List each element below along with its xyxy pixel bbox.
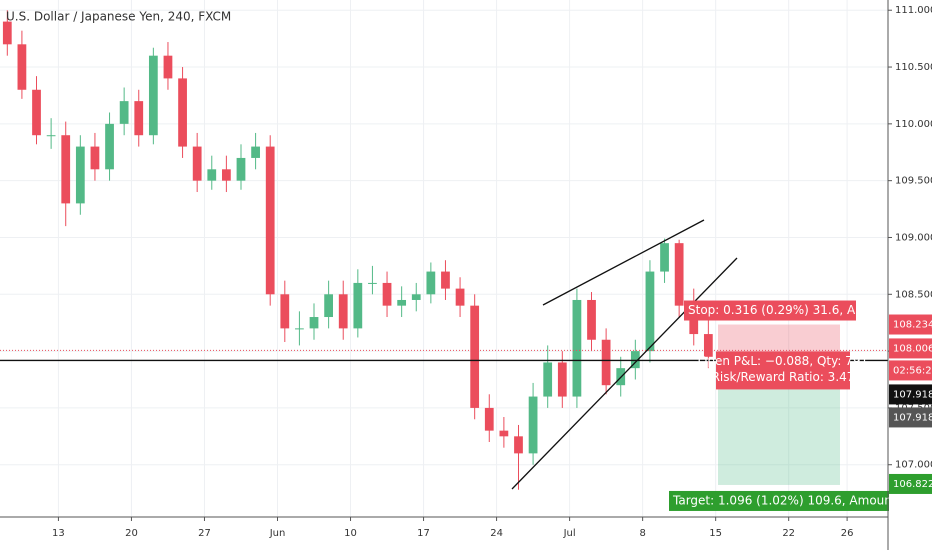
candle-body bbox=[528, 396, 538, 454]
x-tick-label: 13 bbox=[52, 528, 65, 539]
candle-body bbox=[324, 294, 333, 318]
grid bbox=[0, 0, 888, 517]
y-tick-label: 108.500 bbox=[895, 289, 932, 300]
pnl-bg bbox=[716, 351, 850, 390]
candle-body bbox=[32, 89, 41, 136]
x-tick-label: 10 bbox=[344, 528, 357, 539]
candle-body bbox=[280, 294, 290, 329]
candle-body bbox=[543, 362, 553, 397]
trend-line bbox=[542, 219, 705, 306]
target-price-label-bg bbox=[889, 473, 932, 494]
y-tick-label: 110.000 bbox=[895, 119, 932, 130]
x-tick-label: 24 bbox=[490, 528, 503, 539]
candle-body bbox=[2, 21, 12, 45]
pnl-label: Open P&L: −0.088, Qty: 791 bbox=[698, 354, 868, 368]
candle-body bbox=[148, 55, 158, 136]
candle-body bbox=[499, 430, 509, 437]
rr-label: Risk/Reward Ratio: 3.47 bbox=[712, 370, 855, 384]
candle-body bbox=[338, 294, 348, 329]
x-tick-label: 8 bbox=[639, 528, 645, 539]
target-label-bg bbox=[669, 490, 889, 511]
candle-body bbox=[470, 305, 480, 408]
candle-body bbox=[514, 436, 523, 454]
candle-body bbox=[674, 243, 684, 306]
candle-body bbox=[295, 328, 304, 330]
candle-body bbox=[557, 362, 567, 397]
y-tick-label: 110.500 bbox=[895, 62, 932, 73]
entry-price-label-2: 107.918 bbox=[893, 412, 932, 423]
candle-body bbox=[368, 282, 377, 284]
candle-body bbox=[134, 101, 144, 136]
candle-body bbox=[251, 146, 260, 158]
candle-body bbox=[411, 294, 421, 300]
candle-body bbox=[587, 299, 596, 340]
candle-body bbox=[222, 169, 231, 181]
stop-label: Stop: 0.316 (0.29%) 31.6, Amount: 750.04 bbox=[688, 303, 932, 317]
candle-body bbox=[192, 146, 202, 181]
candle-body bbox=[601, 339, 611, 386]
x-tick-label: 17 bbox=[417, 528, 430, 539]
x-tick-label: Jul bbox=[563, 528, 576, 539]
stop-label-bg bbox=[684, 300, 856, 321]
x-tick-label: Jun bbox=[269, 528, 286, 539]
entry-price-label: 107.918 bbox=[893, 389, 932, 400]
stop-price-label: 108.234 bbox=[893, 320, 932, 331]
x-tick-label: 22 bbox=[782, 528, 795, 539]
candle-body bbox=[90, 146, 100, 170]
x-tick-label: 26 bbox=[841, 528, 854, 539]
y-tick-label: 109.000 bbox=[895, 232, 932, 243]
candle-body bbox=[397, 299, 407, 306]
candle-body bbox=[426, 271, 436, 295]
candle-body bbox=[61, 135, 71, 204]
y-tick-label: 111.000 bbox=[895, 5, 932, 16]
last-price-label: 108.006 bbox=[893, 343, 932, 354]
x-tick-label: 20 bbox=[125, 528, 138, 539]
candle-body bbox=[455, 288, 465, 306]
countdown-label-bg bbox=[889, 360, 932, 381]
x-tick-label: 15 bbox=[709, 528, 722, 539]
candle-body bbox=[703, 334, 713, 357]
candle-body bbox=[163, 55, 173, 79]
candle-body bbox=[178, 78, 187, 147]
candle-body bbox=[441, 271, 450, 289]
candle-body bbox=[236, 157, 246, 181]
stop-price-label-bg bbox=[889, 314, 932, 335]
target-label: Target: 1.096 (1.02%) 109.6, Amount: 186… bbox=[672, 493, 932, 507]
plot bbox=[2, 10, 713, 490]
countdown-label: 02:56:29 bbox=[893, 365, 932, 376]
candle-body bbox=[572, 299, 582, 397]
target-price-label: 106.822 bbox=[893, 479, 932, 490]
entry-price-label-2-bg bbox=[889, 407, 932, 428]
chart-title: U.S. Dollar / Japanese Yen, 240, FXCM bbox=[6, 10, 231, 24]
x-tick-label: 27 bbox=[198, 528, 211, 539]
y-tick-label: 107.000 bbox=[895, 460, 932, 471]
candle-body bbox=[353, 282, 363, 329]
y-tick-label: 109.500 bbox=[895, 176, 932, 187]
entry-price-label-bg bbox=[889, 384, 932, 405]
candle-body bbox=[265, 146, 275, 295]
candle-body bbox=[645, 271, 655, 352]
candle-body bbox=[46, 135, 56, 137]
candle-body bbox=[75, 146, 85, 204]
last-price-label-bg bbox=[889, 338, 932, 359]
overlay: Stop: 0.316 (0.29%) 31.6, Amount: 750.04… bbox=[0, 300, 932, 511]
candle-body bbox=[105, 123, 114, 170]
candle-body bbox=[17, 44, 27, 90]
candle-body bbox=[119, 101, 129, 124]
candle-body bbox=[660, 243, 669, 272]
candle-body bbox=[309, 317, 319, 329]
candle-body bbox=[382, 282, 392, 306]
candle-body bbox=[207, 169, 217, 181]
trend-line bbox=[511, 257, 738, 490]
candle-body bbox=[484, 407, 494, 431]
candle-body bbox=[630, 351, 640, 369]
